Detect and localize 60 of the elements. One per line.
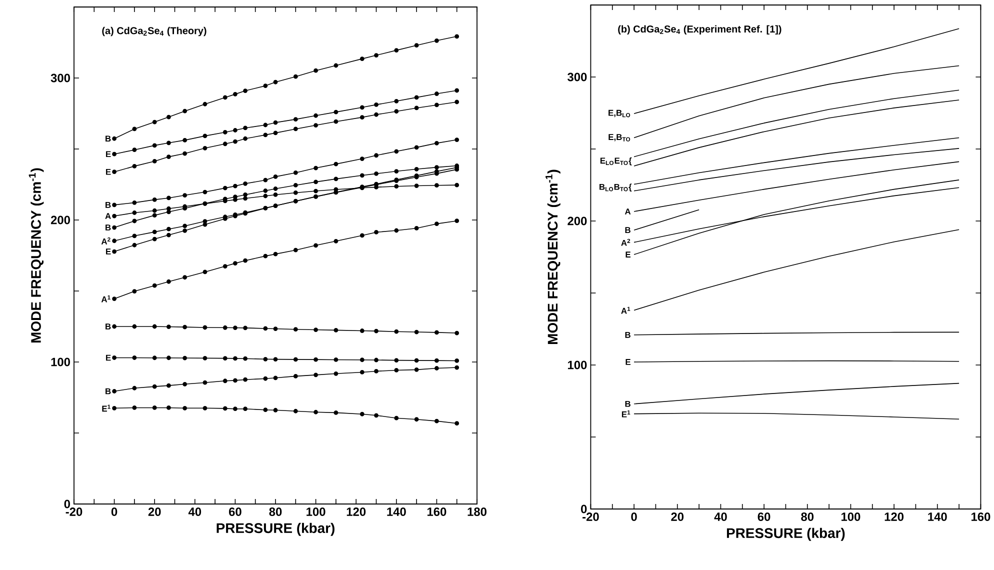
series-label: E$^{1}$	[622, 410, 630, 418]
x-tick-label: 60	[228, 508, 242, 516]
x-tick-label: 40	[714, 512, 727, 521]
series-label: A$^{2}$	[101, 237, 110, 244]
series-label: B	[106, 224, 111, 230]
series-label: A	[624, 208, 631, 214]
series-label: B	[106, 136, 111, 142]
y-tick-label: 300	[568, 72, 587, 82]
y-tick-label: 200	[50, 216, 70, 224]
x-tick-label: 120	[346, 508, 366, 516]
x-tick-label: -20	[582, 512, 599, 521]
x-tick-label: 80	[801, 512, 814, 521]
x-tick-label: 160	[971, 512, 990, 521]
series-label: B	[106, 388, 111, 394]
series-label: E	[106, 248, 111, 254]
x-tick-label: 140	[387, 508, 406, 516]
x-tick-label: 20	[671, 512, 684, 521]
y-tick-label: 0	[64, 500, 70, 508]
x-tick-label: 120	[884, 512, 904, 521]
y-tick-label: 300	[50, 74, 70, 82]
series-label: A$^{1}$	[621, 306, 630, 314]
annotation: B$_{LO}$B$_{TO}${	[600, 184, 632, 192]
x-tick-label: 60	[758, 512, 770, 521]
x-tick-label: 100	[841, 512, 860, 521]
x-tick-label: 40	[188, 508, 202, 516]
series-label: E	[626, 252, 631, 258]
series-label: B	[625, 227, 630, 233]
series-label: E	[626, 359, 631, 365]
series-label: A	[105, 213, 111, 219]
series-label: B	[106, 324, 111, 330]
y-tick-label: 100	[51, 358, 70, 366]
y-axis-title: MODE FREQUENCY (cm$^{-1}$)	[546, 170, 560, 344]
x-tick-label: 0	[111, 508, 118, 516]
x-axis-title: PRESSURE (kbar)	[216, 522, 334, 536]
y-tick-label: 200	[568, 216, 587, 226]
x-tick-label: 0	[631, 512, 637, 521]
annotation: E$_{LO}$E$_{TO}${	[600, 157, 632, 166]
series-label: B	[625, 332, 630, 338]
x-tick-label: 180	[468, 508, 486, 516]
y-axis-title: MODE FREQUENCY (cm$^{-1}$)	[28, 168, 44, 342]
text: (a) CdGa$_{2}$Se$_{4}$ (Theory)	[102, 26, 206, 36]
text: (b) CdGa$_{2}$Se$_{4}$ (Experiment Ref. [1])	[618, 25, 782, 34]
series-label: E,B$_{TO}$	[608, 134, 630, 142]
x-tick-label: 20	[148, 508, 161, 516]
series-label: E	[106, 354, 111, 361]
x-tick-label: -20	[66, 508, 82, 516]
series-label: A$^{1}$	[101, 295, 110, 302]
y-tick-label: 100	[568, 360, 587, 370]
series-label: E$^{1}$	[102, 404, 110, 412]
x-tick-label: 100	[306, 508, 326, 516]
series-label: B	[625, 400, 630, 407]
series-label: E	[106, 168, 111, 175]
series-label: A$^{2}$	[621, 238, 630, 246]
series-label: B	[106, 202, 111, 208]
x-tick-label: 80	[269, 508, 282, 516]
x-tick-label: 140	[928, 512, 947, 521]
x-tick-label: 160	[427, 508, 446, 516]
series-label: E,B$_{LO}$	[608, 110, 630, 118]
series-label: E	[106, 151, 111, 158]
x-axis-title: PRESSURE (kbar)	[726, 528, 845, 541]
